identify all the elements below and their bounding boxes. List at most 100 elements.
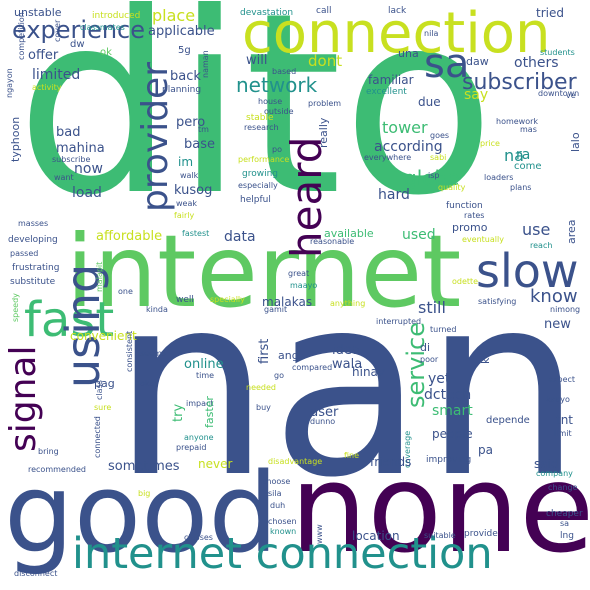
word-depende: depende xyxy=(486,415,530,426)
word-malakas: malakas xyxy=(262,295,313,309)
word-classmates: classmates xyxy=(80,23,125,32)
word-ko: ko xyxy=(479,351,492,364)
word-homework: homework xyxy=(496,117,539,126)
word-kusog: kusog xyxy=(174,183,213,198)
word-sa-small: sa xyxy=(560,519,570,528)
word-plans: plans xyxy=(510,183,532,192)
word-rates: rates xyxy=(464,211,485,220)
word-come: come xyxy=(514,161,542,172)
word-nimong: nimong xyxy=(550,305,581,314)
word-disadvantage: disadvantage xyxy=(268,457,323,466)
word-improving: improving xyxy=(426,455,472,465)
word-now: now xyxy=(74,161,103,177)
word-yet: yet xyxy=(428,371,451,387)
word-location: location xyxy=(352,529,400,543)
word-internet-connection: internet connection xyxy=(72,529,493,579)
word-loaders: loaders xyxy=(484,173,514,182)
word-reach: reach xyxy=(530,241,553,250)
word-great: great xyxy=(288,269,310,278)
word-go: go xyxy=(274,371,284,380)
word-data: data xyxy=(224,229,256,245)
word-use: use xyxy=(522,220,551,239)
word-company: company xyxy=(536,469,573,478)
word-area: area xyxy=(565,219,578,244)
word-activity: activity xyxy=(32,83,62,92)
word-naman: naman xyxy=(201,50,210,78)
word-excellent: excellent xyxy=(366,87,407,97)
word-anyone: anyone xyxy=(184,433,214,442)
word-connection: connection xyxy=(242,1,551,66)
word-okay: okay xyxy=(140,379,160,388)
word-dctech: dctech xyxy=(424,387,472,403)
word-problem: problem xyxy=(308,99,342,108)
word-walk: walk xyxy=(180,171,199,180)
word-price: price xyxy=(480,139,500,148)
word-try: try xyxy=(171,403,186,422)
word-smart: smart xyxy=(432,403,473,419)
word-pag: pag xyxy=(94,377,115,390)
word-mahina: mahina xyxy=(56,141,105,156)
word-hard: hard xyxy=(378,187,410,203)
word-helpful: helpful xyxy=(240,195,271,205)
word-fairly: fairly xyxy=(174,211,195,220)
word-back: back xyxy=(170,69,201,84)
word-tried: tried xyxy=(536,6,564,20)
word-na: na xyxy=(504,146,524,165)
word-unstable: unstable xyxy=(14,6,62,19)
word-chosen: chosen xyxy=(268,517,297,526)
word-turned: turned xyxy=(430,325,457,334)
word-according: according xyxy=(374,139,443,155)
word-sure: sure xyxy=(94,403,112,412)
word-una: una xyxy=(398,47,419,60)
word-will: will xyxy=(246,53,268,68)
word-eventually: eventually xyxy=(462,235,504,244)
word-said: said xyxy=(534,457,559,471)
word-subscriber: subscriber xyxy=(462,70,577,95)
word-po: po xyxy=(272,145,282,154)
word-base: base xyxy=(184,137,215,152)
word-prepaid: prepaid xyxy=(176,443,207,452)
word-globe: globe xyxy=(404,166,460,190)
word-dunno: dunno xyxy=(310,417,336,426)
word-used: used xyxy=(402,227,436,243)
word-due: due xyxy=(418,95,441,109)
word-subscribe: subscribe xyxy=(52,155,91,164)
word-promo: promo xyxy=(452,221,488,234)
word-offer: offer xyxy=(28,48,59,63)
word-know: know xyxy=(530,286,578,307)
word-place: place xyxy=(152,6,196,25)
word-isp: isp xyxy=(428,171,440,180)
word-kinda: kinda xyxy=(146,305,168,314)
word-idea: idea xyxy=(332,343,360,358)
word-none: none xyxy=(290,438,590,580)
word-satisfying: satisfying xyxy=(478,297,517,306)
word-duh: duh xyxy=(270,501,286,510)
word-quality: quality xyxy=(438,183,466,192)
word-based: based xyxy=(272,67,297,76)
word-competition: competition xyxy=(17,12,26,60)
word-growing: growing xyxy=(242,169,278,179)
word-masses: masses xyxy=(18,219,49,228)
word-ang: ang xyxy=(278,349,299,362)
word-really: really xyxy=(317,117,330,148)
word-poor: poor xyxy=(420,355,439,364)
word-house: house xyxy=(258,97,283,106)
word-needed: needed xyxy=(246,383,276,392)
word-im: im xyxy=(178,155,194,169)
word-limited: limited xyxy=(32,67,81,83)
word-one: one xyxy=(118,287,133,296)
word-kaayo: kaayo xyxy=(546,395,570,404)
word-5g: 5g xyxy=(178,45,191,56)
word-cover: cover xyxy=(53,19,62,42)
word-sometimes: sometimes xyxy=(108,459,180,474)
word-suitable: suitable xyxy=(424,531,456,540)
word-signal: signal xyxy=(3,345,44,453)
word-frustrating: frustrating xyxy=(12,263,60,273)
word-good: good xyxy=(4,449,279,577)
word-interrupted: interrupted xyxy=(376,317,422,326)
word-lng: lng xyxy=(560,531,574,541)
word-www: www xyxy=(315,524,324,544)
word-goes: goes xyxy=(430,131,450,140)
word-especially: especially xyxy=(238,181,278,190)
word-typhoon: typhoon xyxy=(9,116,22,162)
